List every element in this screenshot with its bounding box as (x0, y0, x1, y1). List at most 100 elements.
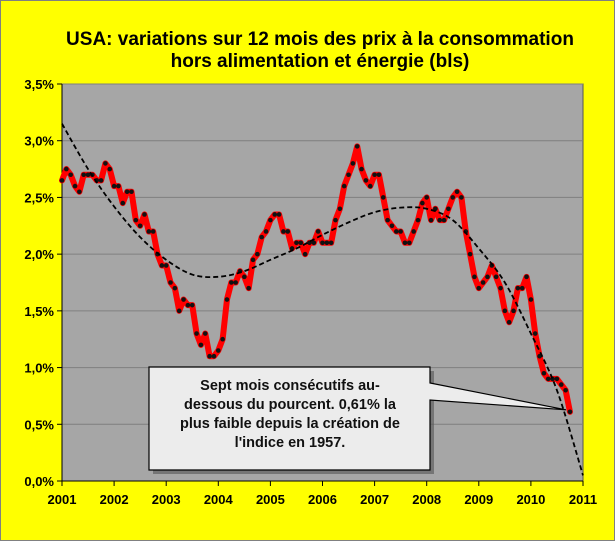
data-point (385, 217, 390, 223)
data-point (446, 206, 451, 212)
data-point (263, 229, 269, 234)
data-point (159, 263, 165, 268)
data-point (393, 229, 399, 234)
x-tick-label: 2003 (152, 492, 181, 507)
data-point (103, 161, 108, 166)
data-point (189, 302, 195, 308)
y-tick-label: 0,5% (24, 417, 54, 432)
data-point (111, 183, 117, 189)
data-point (476, 285, 482, 291)
data-point (311, 240, 317, 246)
y-tick-label: 0,0% (24, 474, 54, 489)
y-tick-label: 2,0% (24, 247, 54, 262)
data-point (367, 183, 373, 189)
data-point (220, 336, 225, 342)
data-point (68, 172, 73, 178)
data-point (150, 229, 156, 234)
data-point (515, 285, 521, 291)
data-point (502, 308, 508, 314)
data-point (185, 302, 191, 308)
y-tick-label: 3,0% (24, 134, 54, 149)
data-point (363, 178, 369, 183)
data-point (133, 217, 139, 223)
data-point (563, 387, 568, 393)
data-point (315, 229, 321, 234)
annotation-line: plus faible depuis la création de (180, 416, 400, 432)
data-point (207, 353, 212, 359)
data-point (554, 376, 560, 382)
data-point (380, 195, 386, 200)
annotation-line: l'indice en 1957. (234, 435, 346, 451)
data-point (372, 172, 377, 178)
data-point (129, 189, 134, 195)
annotation-text: Sept mois consécutifs au- dessous du pou… (152, 377, 428, 453)
x-tick-label: 2006 (308, 492, 337, 507)
data-point (298, 240, 304, 246)
data-point (172, 285, 178, 291)
data-point (558, 382, 564, 387)
data-point (498, 285, 503, 291)
data-point (485, 274, 490, 280)
data-point (281, 229, 286, 234)
data-point (242, 274, 247, 280)
chart-title-line-1: USA: variations sur 12 mois des prix à l… (66, 29, 574, 50)
data-point (437, 217, 443, 223)
data-point (467, 251, 473, 257)
data-point (541, 370, 547, 376)
data-point (72, 183, 78, 189)
data-point (168, 280, 173, 285)
series-line (59, 143, 573, 415)
data-point (176, 308, 182, 314)
data-point (233, 280, 238, 285)
data-point (407, 240, 412, 246)
data-point (198, 342, 204, 348)
data-point (346, 172, 351, 178)
data-point (294, 240, 299, 246)
data-point (459, 195, 464, 200)
data-point (181, 297, 186, 302)
data-point (519, 285, 525, 291)
data-point (259, 234, 265, 240)
x-tick-label: 2004 (204, 492, 234, 507)
data-point (441, 217, 447, 223)
data-point (194, 331, 199, 336)
data-point (324, 240, 330, 246)
series-layer (59, 123, 584, 476)
data-point (163, 263, 169, 268)
data-point (81, 172, 87, 178)
x-tick-label: 2007 (360, 492, 389, 507)
data-point (511, 308, 516, 314)
data-point (120, 200, 126, 206)
data-point (567, 409, 573, 415)
data-point (528, 297, 534, 302)
data-point (77, 189, 82, 195)
data-point (545, 376, 551, 382)
y-tick-label: 3,5% (24, 77, 54, 92)
data-point (420, 200, 425, 206)
data-point (229, 280, 234, 285)
y-tick-label: 2,5% (24, 190, 54, 205)
x-tick-label: 2011 (569, 492, 597, 507)
y-tick-label: 1,5% (24, 304, 54, 319)
data-point (224, 297, 230, 302)
annotation-line: Sept mois consécutifs au- (200, 378, 380, 394)
data-point (98, 178, 104, 183)
data-point (333, 217, 338, 223)
data-point (398, 229, 403, 234)
annotation-callout (148, 366, 567, 474)
data-point (532, 331, 538, 336)
data-point (337, 206, 343, 212)
x-tick-label: 2001 (48, 492, 77, 507)
data-point (359, 166, 364, 172)
data-point (424, 195, 429, 200)
x-tick-label: 2002 (100, 492, 129, 507)
data-point (255, 251, 260, 257)
data-point (454, 189, 460, 195)
data-point (524, 274, 529, 280)
x-axis-ticks: 2001 2002 2003 2004 2005 2006 2007 2008 2009 2010… (48, 84, 597, 507)
x-tick-label: 2008 (412, 492, 441, 507)
data-point (107, 166, 113, 172)
data-point (246, 285, 251, 291)
data-point (389, 223, 395, 229)
x-tick-label: 2005 (256, 492, 285, 507)
